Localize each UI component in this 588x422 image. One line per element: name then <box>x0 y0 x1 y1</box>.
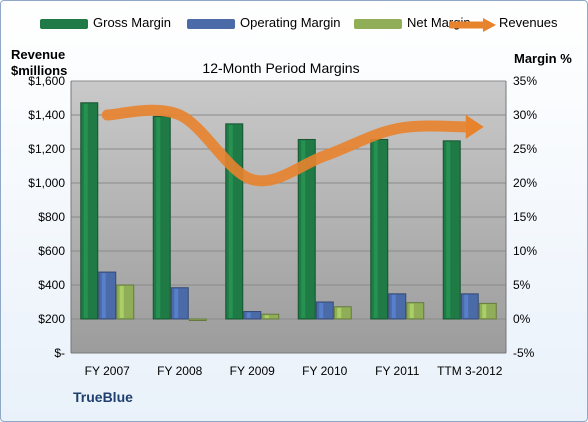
y-right-tick-label: 20% <box>513 176 537 190</box>
bar-highlight-gross-margin <box>83 103 88 318</box>
bar-highlight-net-margin <box>119 286 124 318</box>
bar-gross-margin <box>225 123 244 320</box>
bar-operating-margin <box>388 293 407 320</box>
line-revenues-arrowhead <box>465 114 484 139</box>
y-right-tick-label: 15% <box>513 210 537 224</box>
bar-highlight-net-margin <box>264 315 269 318</box>
bar-highlight-gross-margin <box>228 124 233 318</box>
y-left-tick-label: $800 <box>38 210 65 224</box>
bar-net-margin <box>406 302 425 320</box>
x-tick-label: FY 2010 <box>302 364 347 378</box>
bar-highlight-operating-margin <box>319 303 324 318</box>
y-left-axis-title-line1: Revenue <box>11 47 66 62</box>
bar-highlight-gross-margin <box>301 140 306 318</box>
line-revenues <box>101 104 476 187</box>
bar-gross-margin <box>80 102 99 320</box>
legend-swatch-operating-margin <box>187 19 235 29</box>
bar-highlight-operating-margin <box>464 294 469 318</box>
legend-swatch-net-margin <box>354 19 402 29</box>
bar-operating-margin <box>315 301 334 320</box>
bar-gross-margin <box>152 115 171 320</box>
bar-highlight-gross-margin <box>446 141 451 318</box>
bar-highlight-net-margin <box>337 307 342 318</box>
legend-swatch-gross-margin <box>40 19 88 29</box>
legend-label-operating-margin: Operating Margin <box>240 15 341 30</box>
y-left-axis-title-line2: $millions <box>11 63 68 78</box>
bar-gross-margin <box>370 138 389 320</box>
legend-label-gross-margin: Gross Margin <box>93 15 172 30</box>
y-left-tick-label: $1,400 <box>28 108 65 122</box>
y-left-tick-label: $200 <box>38 312 65 326</box>
y-right-tick-label: 25% <box>513 142 537 156</box>
bar-net-margin <box>478 302 497 320</box>
y-left-tick-label: $400 <box>38 278 65 292</box>
bar-highlight-net-margin <box>409 303 414 318</box>
bar-highlight-operating-margin <box>174 288 179 318</box>
bar-highlight-operating-margin <box>391 294 396 318</box>
legend-swatch-revenues <box>449 18 496 32</box>
company-label: TrueBlue <box>73 389 133 405</box>
bar-highlight-net-margin <box>482 304 487 318</box>
chart-legend: Gross Margin Operating Margin Net Margin… <box>1 1 588 41</box>
y-right-tick-label: 10% <box>513 244 537 258</box>
bar-operating-margin <box>98 271 117 320</box>
y-left-tick-label: $- <box>54 346 65 360</box>
bar-operating-margin <box>170 287 189 320</box>
x-tick-label: TTM 3-2012 <box>437 364 503 378</box>
x-tick-label: FY 2008 <box>157 364 202 378</box>
x-tick-label: FY 2009 <box>230 364 275 378</box>
y-right-tick-label: -5% <box>513 346 535 360</box>
bar-net-margin <box>116 284 135 320</box>
y-right-tick-label: 35% <box>513 74 537 88</box>
y-left-tick-label: $600 <box>38 244 65 258</box>
legend-label-revenues: Revenues <box>499 15 558 30</box>
bar-operating-margin <box>243 311 262 320</box>
y-right-tick-label: 0% <box>513 312 531 326</box>
y-left-tick-label: $1,000 <box>28 176 65 190</box>
bar-highlight-gross-margin <box>156 117 161 318</box>
bar-operating-margin <box>460 293 479 320</box>
x-tick-label: FY 2007 <box>85 364 130 378</box>
bar-gross-margin <box>442 140 461 320</box>
y-left-axis-title: Revenue $millions <box>11 47 67 79</box>
bar-highlight-operating-margin <box>246 312 251 318</box>
bar-net-margin <box>333 306 352 320</box>
y-right-tick-label: 5% <box>513 278 531 292</box>
bar-net-margin <box>261 313 280 320</box>
chart-title: 12-Month Period Margins <box>202 60 360 76</box>
bar-highlight-operating-margin <box>101 273 106 318</box>
x-tick-label: FY 2011 <box>375 364 420 378</box>
bar-net-margin <box>188 318 207 321</box>
y-left-tick-label: $1,600 <box>28 74 65 88</box>
y-right-tick-label: 30% <box>513 108 537 122</box>
y-right-axis-title: Margin % <box>514 51 572 66</box>
y-left-tick-label: $1,200 <box>28 142 65 156</box>
bar-highlight-gross-margin <box>373 140 378 318</box>
